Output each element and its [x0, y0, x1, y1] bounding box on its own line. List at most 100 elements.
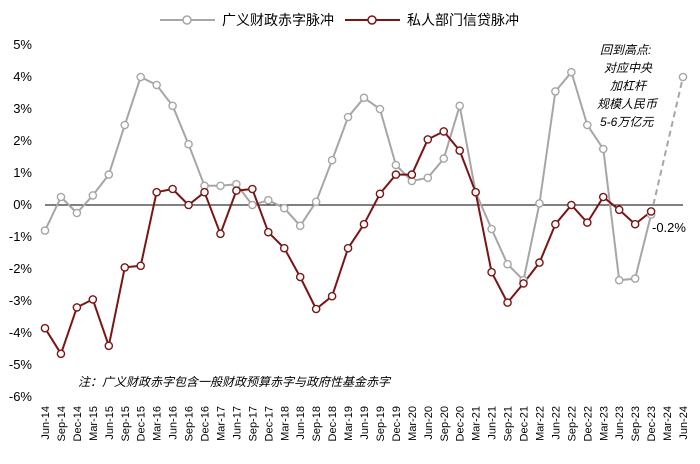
point-fiscal	[503, 259, 512, 269]
point-credit	[40, 323, 50, 333]
point-credit	[630, 219, 640, 229]
legend-marker-credit	[367, 15, 377, 25]
point-fiscal	[487, 224, 496, 234]
point-credit	[168, 184, 177, 194]
point-credit	[152, 187, 161, 197]
point-fiscal	[104, 170, 114, 179]
point-fiscal	[343, 112, 353, 122]
x-tick-label: Mar-19	[343, 406, 355, 441]
x-tick-label: Dec-22	[582, 406, 594, 441]
y-tick-label: 4%	[13, 69, 32, 84]
x-tick-label: Mar-21	[471, 406, 483, 441]
point-credit	[295, 272, 305, 282]
y-tick-label: 1%	[13, 165, 32, 180]
point-credit	[375, 189, 385, 199]
point-credit	[503, 298, 512, 307]
x-tick-label: Dec-20	[455, 406, 467, 441]
y-axis: 5% 4% 3% 2% 1% 0% -1% -2% -3% -4% -5% -6%	[9, 37, 33, 404]
point-credit	[614, 205, 624, 215]
x-tick-label: Dec-14	[72, 406, 84, 441]
x-tick-label: Sep-17	[247, 406, 259, 441]
point-fiscal	[72, 208, 82, 218]
point-credit	[646, 207, 656, 216]
point-fiscal	[391, 160, 401, 170]
point-credit	[56, 349, 66, 359]
annotation-line-1: 回到高点:	[600, 43, 651, 57]
legend: 广义财政赤字脉冲 私人部门信贷脉冲	[160, 12, 519, 28]
x-axis: Jun-14 Sep-14 Dec-14 Mar-15 Jun-15 Sep-15 Dec-…	[40, 406, 690, 441]
point-fiscal	[375, 104, 385, 114]
x-tick-label: Mar-18	[279, 406, 291, 441]
point-credit	[598, 192, 608, 202]
x-tick-label: Jun-20	[423, 406, 435, 440]
y-tick-label: -2%	[9, 261, 33, 276]
x-tick-label: Sep-18	[311, 406, 323, 441]
point-credit	[471, 187, 480, 197]
point-fiscal	[455, 101, 465, 111]
point-projection-end	[678, 72, 688, 82]
point-fiscal	[630, 274, 640, 283]
point-credit	[327, 291, 337, 301]
legend-marker-fiscal	[182, 15, 192, 25]
y-tick-label: -1%	[9, 229, 33, 244]
x-tick-label: Jun-23	[614, 406, 626, 440]
x-tick-label: Jun-22	[550, 406, 562, 440]
point-fiscal	[583, 120, 592, 130]
series-line-credit	[44, 130, 652, 355]
x-tick-label: Jun-15	[104, 406, 116, 440]
point-credit	[359, 219, 369, 229]
x-tick-label: Mar-24	[662, 406, 674, 441]
y-tick-label: 5%	[13, 37, 32, 52]
point-credit	[200, 187, 209, 197]
point-fiscal	[248, 200, 257, 210]
x-tick-label: Sep-19	[375, 406, 387, 441]
annotation-line-2: 对应中央	[604, 61, 653, 75]
point-fiscal	[614, 275, 624, 285]
point-fiscal	[295, 221, 305, 231]
point-credit	[551, 219, 560, 229]
x-tick-label: Dec-21	[519, 406, 531, 441]
point-credit	[248, 184, 257, 194]
point-credit	[104, 341, 114, 351]
x-tick-label: Mar-15	[88, 406, 100, 441]
x-tick-label: Sep-23	[630, 406, 642, 441]
point-fiscal	[184, 139, 193, 149]
x-tick-label: Mar-16	[152, 406, 164, 441]
point-fiscal	[56, 192, 66, 202]
point-credit	[455, 146, 465, 155]
point-fiscal	[40, 226, 50, 235]
x-tick-label: Sep-14	[56, 406, 68, 441]
chart-note: 注：广义财政赤字包含一般财政预算赤字与政府性基金赤字	[78, 375, 392, 389]
x-tick-label: Dec-15	[136, 406, 148, 441]
point-fiscal	[120, 120, 130, 130]
point-credit	[567, 200, 576, 210]
x-tick-label: Mar-23	[598, 406, 610, 441]
point-fiscal	[263, 195, 273, 205]
x-tick-label: Dec-23	[646, 406, 658, 441]
x-tick-label: Jun-21	[487, 406, 499, 440]
legend-label-fiscal: 广义财政赤字脉冲	[222, 12, 334, 28]
x-tick-label: Sep-20	[439, 406, 451, 441]
x-tick-label: Dec-17	[263, 406, 275, 441]
point-credit	[407, 170, 417, 179]
point-credit	[72, 303, 82, 312]
x-tick-label: Jun-24	[678, 406, 690, 440]
end-value-label: -0.2%	[652, 220, 686, 235]
x-tick-label: Mar-22	[534, 406, 546, 441]
point-fiscal	[152, 80, 161, 90]
annotation-line-3: 加杠杆	[610, 79, 648, 93]
point-fiscal	[423, 173, 433, 183]
point-fiscal	[216, 181, 225, 191]
y-tick-label: 0%	[13, 197, 32, 212]
annotation: 回到高点: 对应中央 加杠杆 规模人民币 5-6万亿元	[597, 43, 659, 129]
y-tick-label: -6%	[9, 389, 33, 404]
series-layer	[40, 67, 688, 359]
point-fiscal	[136, 72, 145, 82]
x-tick-label: Sep-16	[184, 406, 196, 441]
x-tick-label: Mar-20	[407, 406, 419, 441]
x-tick-label: Dec-19	[391, 406, 403, 441]
x-tick-label: Dec-16	[200, 406, 212, 441]
annotation-line-4: 规模人民币	[597, 97, 659, 111]
point-fiscal	[598, 144, 608, 154]
